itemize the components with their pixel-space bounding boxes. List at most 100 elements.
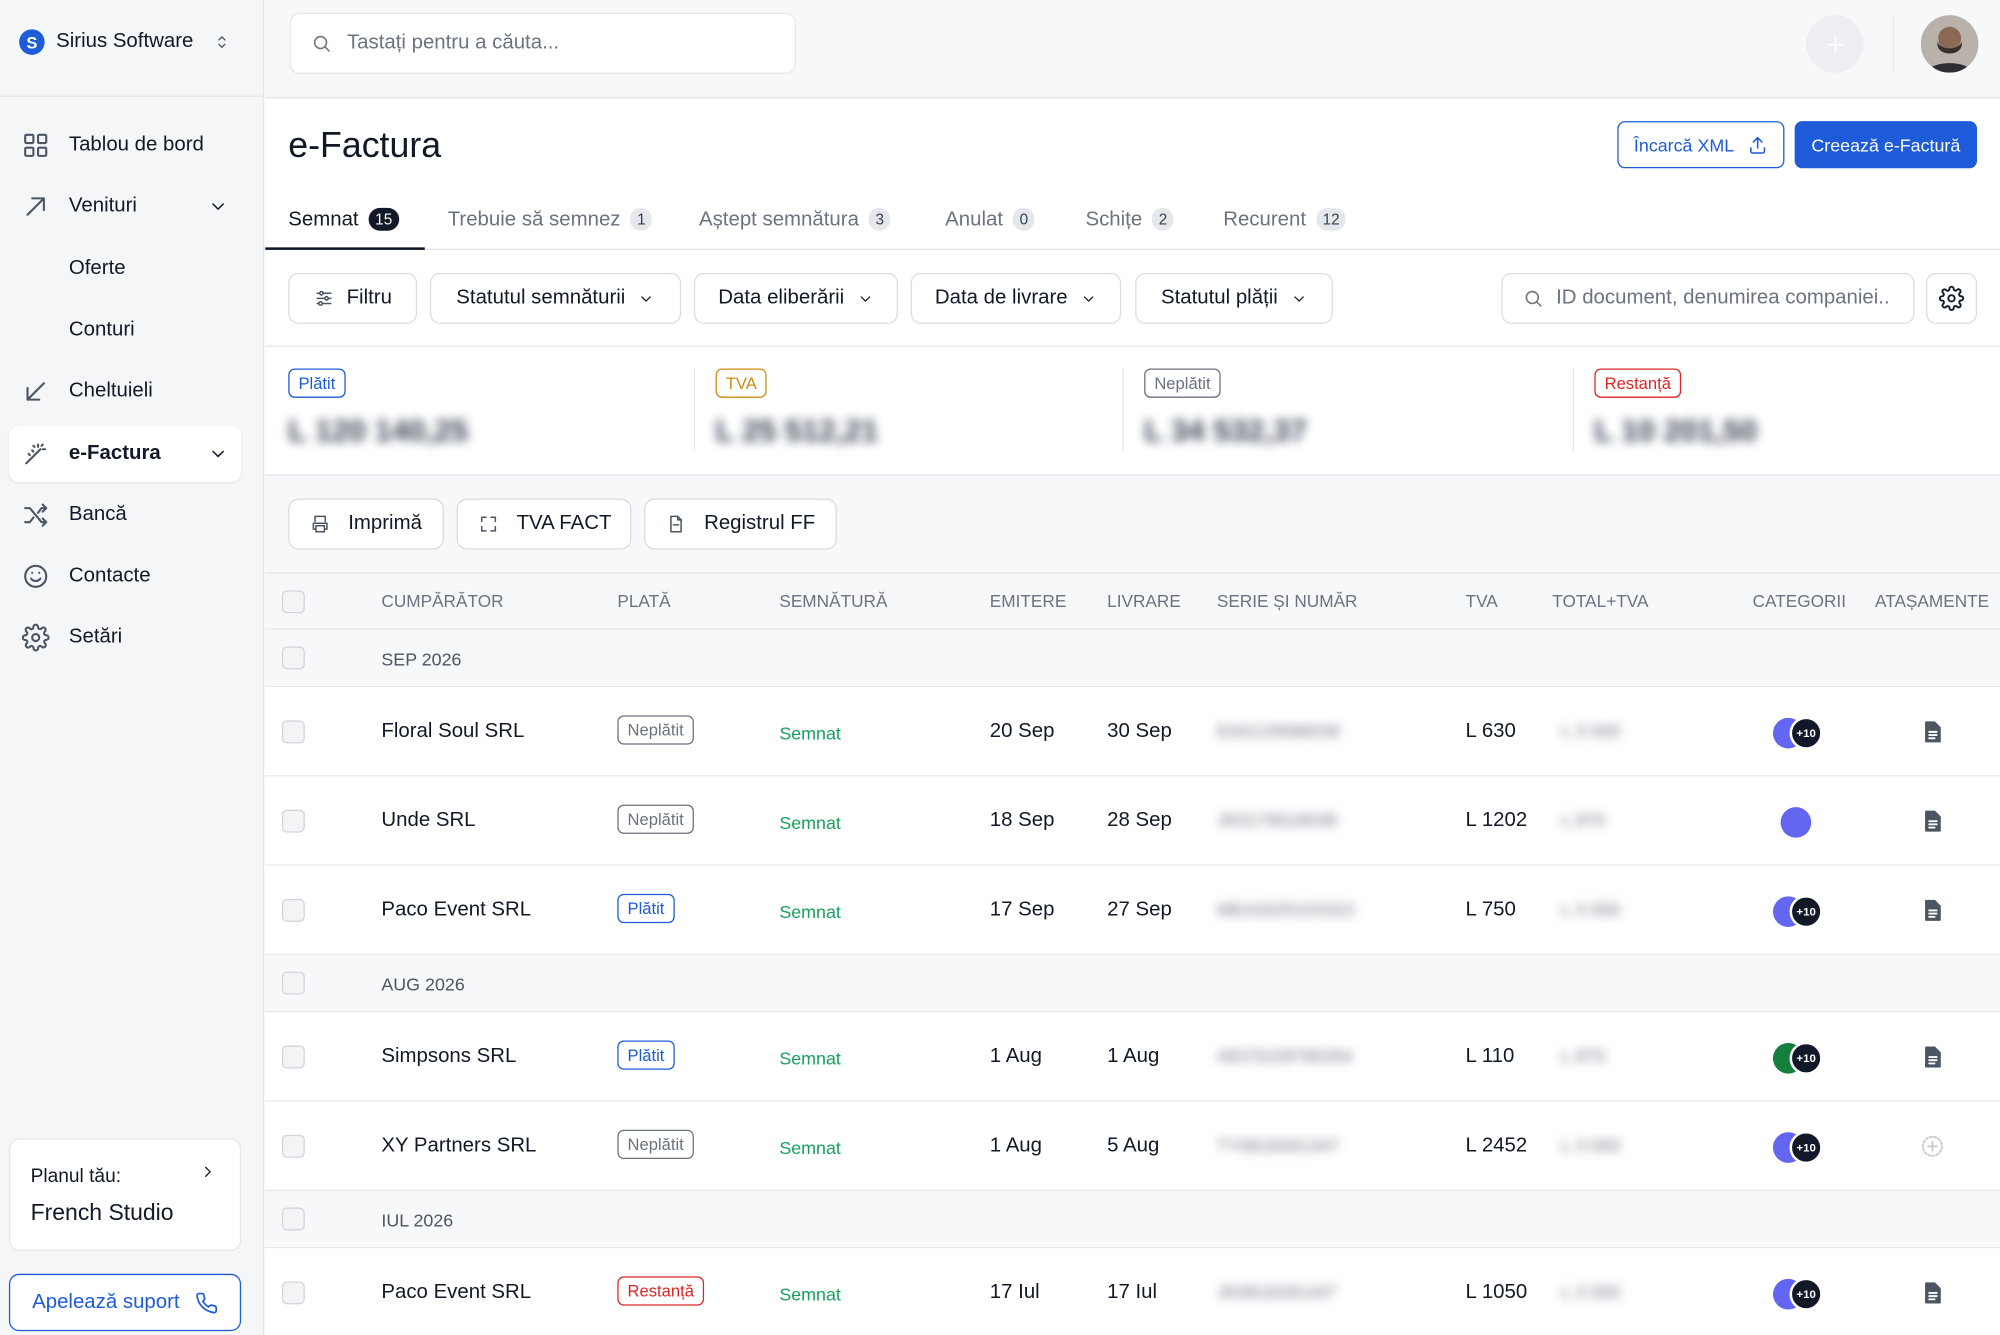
tab[interactable]: Aștept semnătura 3	[699, 205, 891, 250]
tab-count: 0	[1013, 207, 1035, 231]
column-header: TOTAL+TVA	[1552, 591, 1649, 611]
table-row[interactable]: Paco Event SRL Restanță Semnat 17 Iul 17 Iul…	[265, 1248, 2000, 1335]
tab[interactable]: Recurent 12	[1223, 205, 1347, 250]
dropdown-icon	[1080, 290, 1097, 307]
tab[interactable]: Schițe 2	[1085, 205, 1174, 250]
table-row[interactable]: XY Partners SRL Neplătit Semnat 1 Aug 5 Aug T…	[265, 1101, 2000, 1191]
table-row[interactable]: Simpsons SRL Plătit Semnat 1 Aug 1 Aug AEC522…	[265, 1012, 2000, 1102]
settings-button[interactable]	[1926, 272, 1978, 324]
buyer: Unde SRL	[381, 809, 476, 832]
add-attachment-icon[interactable]	[1920, 1134, 1946, 1160]
create-button[interactable]: Creează e-Factură	[1794, 121, 1978, 169]
checkbox[interactable]	[281, 1134, 305, 1158]
delivery-date: 1 Aug	[1107, 1045, 1160, 1068]
filter-button[interactable]: Statutul plății	[1135, 272, 1333, 324]
checkbox[interactable]	[281, 898, 305, 922]
action-button[interactable]: Registrul FF	[644, 498, 837, 550]
serial-number: TY0818281347	[1216, 1134, 1339, 1156]
nav-item[interactable]: Tablou de bord	[9, 117, 241, 173]
buyer: Floral Soul SRL	[381, 720, 525, 743]
tab[interactable]: Anulat 0	[945, 205, 1035, 250]
checkbox[interactable]	[281, 720, 305, 744]
column-header: CATEGORII	[1752, 591, 1847, 611]
total: L 870	[1561, 1045, 1606, 1066]
buyer: Simpsons SRL	[381, 1045, 517, 1068]
nav-item[interactable]: Venituri	[9, 179, 241, 235]
upload-button[interactable]: Încarcă XML	[1617, 121, 1784, 169]
switch-icon	[212, 33, 230, 51]
vat: L 110	[1465, 1045, 1515, 1068]
table-row[interactable]: Paco Event SRL Plătit Semnat 17 Sep 27 Sep ME…	[265, 865, 2000, 956]
sidebar: S Sirius Software Tablou de bord Venituri Of…	[0, 0, 265, 1335]
main: e-Factura Încarcă XML Creează e-Factură Sem…	[265, 99, 2000, 1335]
checkbox[interactable]	[281, 1281, 305, 1305]
attachment-icon[interactable]	[1920, 808, 1946, 834]
nav-item[interactable]: Conturi	[9, 302, 241, 358]
payment-badge: Neplătit	[617, 1129, 694, 1160]
settings-icon	[1938, 285, 1965, 312]
table-row[interactable]: Unde SRL Neplătit Semnat 18 Sep 28 Sep JK0178…	[265, 776, 2000, 866]
header-divider	[0, 95, 265, 97]
nav-item[interactable]: Contacte	[9, 548, 241, 604]
search-icon	[1523, 288, 1543, 308]
action-button[interactable]: Imprimă	[288, 498, 444, 550]
attachment-icon[interactable]	[1920, 1280, 1946, 1306]
category[interactable]: +10	[1772, 1277, 1824, 1311]
category[interactable]: +10	[1772, 1130, 1824, 1165]
company-switcher[interactable]: S Sirius Software	[19, 29, 230, 55]
checkbox[interactable]	[281, 1207, 305, 1231]
table-row[interactable]: Floral Soul SRL Neplătit Semnat 20 Sep 30 Se…	[265, 687, 2000, 777]
avatar[interactable]	[1920, 15, 1979, 73]
add-button[interactable]	[1806, 15, 1864, 73]
category[interactable]	[1773, 806, 1824, 839]
summary-badge: Neplătit	[1144, 368, 1221, 398]
table-search[interactable]: ID document, denumirea companiei..	[1501, 272, 1915, 324]
nav-label: Tablou de bord	[68, 133, 204, 156]
nav-item[interactable]: Bancă	[9, 487, 241, 543]
filter-button[interactable]: Data de livrare	[910, 272, 1122, 324]
checkbox[interactable]	[281, 646, 305, 670]
issue-date: 20 Sep	[989, 720, 1055, 743]
tab[interactable]: Semnat 15	[288, 205, 399, 250]
tab-label: Semnat	[288, 209, 359, 231]
tab[interactable]: Trebuie să semnez 1	[448, 205, 652, 250]
table-header: CUMPĂRĂTOR PLATĂ SEMNĂTURĂ EMITERE LIVRARE SE…	[265, 572, 2000, 630]
group-label: AUG 2026	[381, 974, 465, 995]
category[interactable]: +10	[1772, 895, 1824, 929]
attachment-icon[interactable]	[1920, 898, 1946, 924]
filter-button[interactable]: Statutul semnăturii	[429, 272, 682, 324]
search-icon	[311, 33, 331, 53]
summary-divider	[693, 368, 696, 452]
checkbox[interactable]	[281, 971, 305, 995]
nav-item[interactable]: e-Factura	[8, 425, 242, 482]
column-header: TVA	[1465, 591, 1498, 611]
nav-item[interactable]: Cheltuieli	[9, 364, 241, 420]
column-header: PLATĂ	[617, 591, 671, 611]
action-button[interactable]: TVA FACT	[456, 498, 632, 550]
nav-icon	[21, 624, 50, 652]
category[interactable]: +10	[1772, 716, 1824, 750]
payment-badge: Plătit	[617, 1040, 675, 1070]
tab-count: 1	[630, 207, 652, 231]
attachment-icon[interactable]	[1920, 1044, 1946, 1070]
nav-item[interactable]: Oferte	[9, 240, 241, 296]
filter-button[interactable]: Filtru	[288, 272, 418, 324]
plan-card[interactable]: Planul tău: French Studio	[8, 1138, 242, 1251]
group-row: AUG 2026	[265, 955, 2000, 1013]
signature: Semnat	[779, 1048, 841, 1069]
nav-item[interactable]: Setări	[9, 610, 241, 666]
summary-badge: Plătit	[288, 368, 346, 398]
checkbox[interactable]	[281, 809, 305, 833]
category[interactable]: +10	[1772, 1041, 1824, 1075]
filter-button[interactable]: Data eliberării	[693, 272, 898, 324]
issue-date: 1 Aug	[989, 1045, 1043, 1068]
tab-count: 15	[368, 207, 399, 231]
attachment-icon[interactable]	[1920, 719, 1946, 745]
checkbox[interactable]	[281, 1045, 305, 1069]
nav-icon	[22, 562, 50, 590]
global-search[interactable]: Tastați pentru a căuta...	[289, 12, 796, 74]
checkbox[interactable]	[281, 590, 305, 614]
expand-icon	[208, 443, 228, 463]
action-icon	[478, 514, 498, 534]
support-button[interactable]: Apelează suport	[8, 1273, 242, 1332]
